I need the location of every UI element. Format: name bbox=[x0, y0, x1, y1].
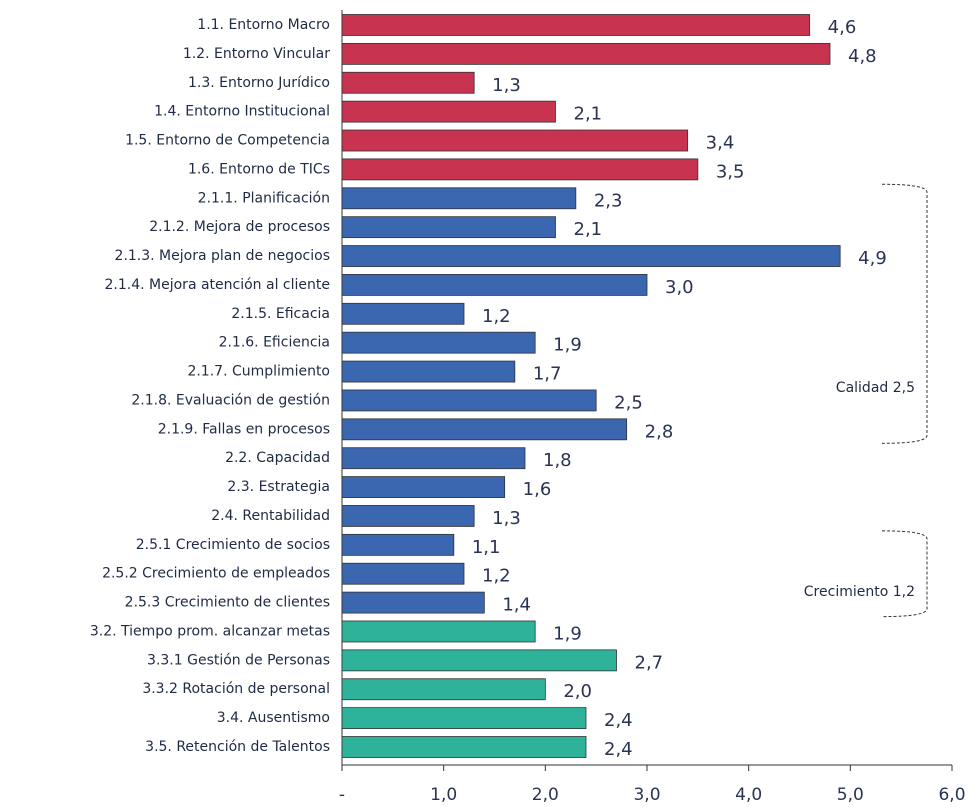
category-label: 1.6. Entorno de TICs bbox=[188, 161, 330, 177]
x-tick-label: 2,0 bbox=[532, 785, 559, 805]
category-label: 1.2. Entorno Vincular bbox=[183, 46, 330, 62]
bar bbox=[341, 418, 628, 441]
value-label: 2,1 bbox=[574, 219, 603, 240]
bar bbox=[341, 158, 699, 181]
category-label: 3.4. Ausentismo bbox=[217, 710, 330, 726]
x-tick-label: 4,0 bbox=[735, 785, 762, 805]
x-tick-label: 1,0 bbox=[430, 785, 457, 805]
category-label: 3.3.1 Gestión de Personas bbox=[147, 652, 330, 668]
bar bbox=[341, 736, 587, 758]
bar bbox=[341, 620, 536, 643]
value-label: 1,3 bbox=[492, 508, 521, 529]
value-label: 1,7 bbox=[533, 364, 562, 385]
bar bbox=[341, 302, 465, 325]
value-label: 3,5 bbox=[716, 161, 745, 182]
x-tick-label: 6,0 bbox=[938, 785, 965, 805]
value-label: 4,9 bbox=[858, 248, 887, 269]
category-label: 2.5.3 Crecimiento de clientes bbox=[125, 595, 330, 611]
bracket bbox=[881, 530, 928, 618]
bar bbox=[341, 447, 526, 470]
bar bbox=[341, 678, 546, 701]
x-tick-label: 5,0 bbox=[837, 785, 864, 805]
value-label: 1,6 bbox=[523, 479, 552, 500]
bracket bbox=[881, 183, 928, 444]
bar bbox=[341, 14, 811, 36]
value-label: 1,2 bbox=[482, 566, 511, 587]
bar bbox=[341, 331, 536, 354]
bar bbox=[341, 591, 485, 614]
value-label: 2,7 bbox=[635, 652, 664, 673]
category-label: 3.5. Retención de Talentos bbox=[145, 739, 330, 755]
value-label: 2,8 bbox=[645, 421, 674, 442]
annotation: Calidad 2,5 bbox=[836, 380, 915, 396]
category-label: 2.1.3. Mejora plan de negocios bbox=[115, 248, 330, 264]
bar bbox=[341, 71, 475, 94]
category-label: 2.4. Rentabilidad bbox=[211, 508, 330, 524]
category-label: 3.2. Tiempo prom. alcanzar metas bbox=[90, 623, 330, 639]
value-label: 2,5 bbox=[614, 392, 643, 413]
value-label: 1,8 bbox=[543, 450, 572, 471]
annotation: Crecimiento 1,2 bbox=[804, 584, 915, 600]
category-label: 2.5.2 Crecimiento de empleados bbox=[102, 566, 330, 582]
category-label: 2.1.8. Evaluación de gestión bbox=[131, 392, 330, 408]
category-label: 2.1.1. Planificación bbox=[198, 190, 330, 206]
value-label: 2,1 bbox=[574, 104, 603, 125]
bar bbox=[341, 187, 577, 210]
value-label: 1,9 bbox=[553, 335, 582, 356]
bar bbox=[341, 562, 465, 585]
category-label: 2.1.4. Mejora atención al cliente bbox=[105, 277, 330, 293]
bar bbox=[341, 505, 475, 527]
category-label: 1.3. Entorno Jurídico bbox=[188, 75, 330, 91]
x-tick-label: 3,0 bbox=[633, 785, 660, 805]
category-label: 2.3. Estrategia bbox=[227, 479, 330, 495]
category-label: 2.1.5. Eficacia bbox=[231, 306, 330, 322]
value-label: 1,2 bbox=[482, 306, 511, 327]
value-label: 4,8 bbox=[848, 46, 877, 67]
x-tick-label: - bbox=[339, 785, 345, 805]
category-label: 2.1.7. Cumplimiento bbox=[187, 364, 330, 380]
bar bbox=[341, 649, 617, 672]
category-label: 1.4. Entorno Institucional bbox=[154, 104, 330, 120]
bar bbox=[341, 389, 597, 412]
value-label: 2,0 bbox=[563, 681, 592, 702]
category-label: 1.5. Entorno de Competencia bbox=[125, 133, 330, 149]
category-label: 2.1.2. Mejora de procesos bbox=[149, 219, 330, 235]
category-label: 2.2. Capacidad bbox=[225, 450, 330, 466]
bar bbox=[341, 100, 556, 123]
bar bbox=[341, 533, 455, 556]
bar bbox=[341, 42, 831, 65]
bar bbox=[341, 476, 506, 498]
category-label: 2.1.9. Fallas en procesos bbox=[158, 421, 330, 437]
bar bbox=[341, 245, 841, 267]
bar bbox=[341, 129, 689, 152]
value-label: 3,0 bbox=[665, 277, 694, 298]
category-label: 1.1. Entorno Macro bbox=[197, 17, 330, 33]
value-label: 1,1 bbox=[472, 537, 501, 558]
bar bbox=[341, 360, 516, 383]
value-label: 1,3 bbox=[492, 75, 521, 96]
bar bbox=[341, 707, 587, 730]
category-label: 2.1.6. Eficiencia bbox=[219, 335, 330, 351]
value-label: 2,4 bbox=[604, 710, 633, 731]
value-label: 1,9 bbox=[553, 623, 582, 644]
bar bbox=[341, 216, 556, 239]
value-label: 2,3 bbox=[594, 190, 623, 211]
category-label: 2.5.1 Crecimiento de socios bbox=[136, 537, 330, 553]
value-label: 3,4 bbox=[706, 133, 735, 154]
value-label: 2,4 bbox=[604, 739, 633, 760]
category-label: 3.3.2 Rotación de personal bbox=[142, 681, 330, 697]
value-label: 1,4 bbox=[502, 595, 531, 616]
bar bbox=[341, 274, 648, 296]
value-label: 4,6 bbox=[828, 17, 857, 38]
